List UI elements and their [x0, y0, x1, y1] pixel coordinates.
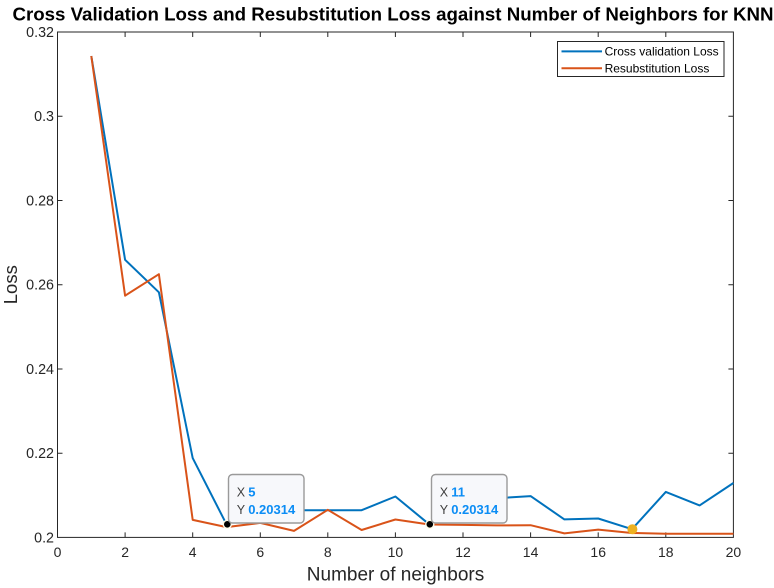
- svg-text:12: 12: [455, 544, 471, 560]
- svg-text:6: 6: [256, 544, 264, 560]
- svg-text:14: 14: [523, 544, 539, 560]
- svg-text:Loss: Loss: [0, 265, 21, 304]
- svg-text:4: 4: [189, 544, 197, 560]
- svg-text:0.32: 0.32: [26, 25, 54, 41]
- svg-text:Number of neighbors: Number of neighbors: [307, 565, 484, 586]
- svg-text:0.26: 0.26: [26, 278, 54, 294]
- svg-text:20: 20: [726, 544, 742, 560]
- svg-text:0.22: 0.22: [26, 446, 54, 462]
- svg-text:0.28: 0.28: [26, 194, 54, 210]
- svg-text:Y: Y: [440, 503, 449, 517]
- svg-text:10: 10: [388, 544, 404, 560]
- svg-text:0.2: 0.2: [34, 530, 54, 546]
- svg-text:Cross Validation Loss and Resu: Cross Validation Loss and Resubstitution…: [12, 4, 773, 25]
- svg-text:0.20314: 0.20314: [451, 502, 499, 517]
- svg-text:X: X: [237, 486, 246, 500]
- svg-text:X: X: [440, 486, 449, 500]
- svg-text:0.20314: 0.20314: [248, 502, 296, 517]
- svg-text:Resubstitution Loss: Resubstitution Loss: [605, 61, 710, 75]
- svg-text:8: 8: [324, 544, 332, 560]
- svg-text:Cross validation Loss: Cross validation Loss: [605, 45, 719, 59]
- svg-text:0.24: 0.24: [26, 362, 54, 378]
- svg-text:0: 0: [54, 544, 62, 560]
- svg-text:11: 11: [451, 485, 465, 500]
- svg-text:5: 5: [248, 485, 255, 500]
- svg-text:16: 16: [590, 544, 606, 560]
- svg-text:2: 2: [121, 544, 129, 560]
- svg-text:18: 18: [658, 544, 674, 560]
- svg-text:0.3: 0.3: [34, 109, 54, 125]
- svg-text:Y: Y: [237, 503, 246, 517]
